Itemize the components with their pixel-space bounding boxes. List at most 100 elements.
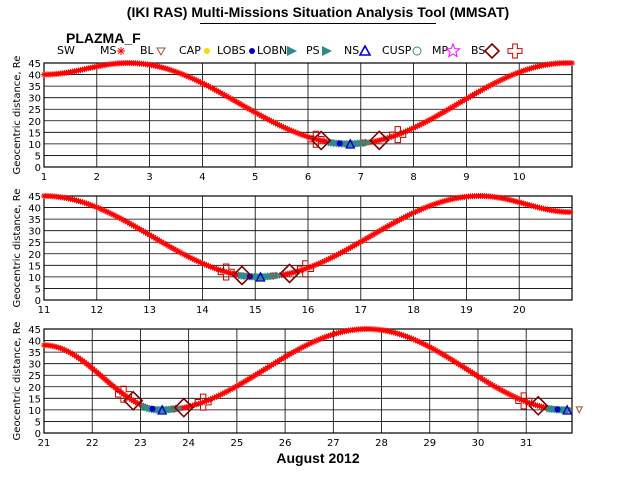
bow-shock-marker — [279, 263, 300, 284]
x-tick-label: 1 — [41, 172, 47, 183]
trajectory-point — [317, 259, 324, 266]
trajectory-point — [453, 359, 460, 366]
legend-label-ps: PS — [306, 44, 320, 57]
legend-label-lobn: LOBN — [257, 44, 287, 57]
y-tick-label: 30 — [28, 94, 41, 105]
legend-ms-icon — [117, 47, 125, 55]
mission-name: PLAZMA_F — [66, 30, 141, 46]
x-tick-label: 4 — [199, 172, 205, 183]
legend-label-sw: SW — [57, 44, 75, 57]
y-axis-label: Geocentric distance, Re — [12, 189, 23, 308]
x-tick-label: 5 — [252, 172, 258, 183]
x-tick-label: 14 — [196, 305, 209, 316]
x-tick-label: 25 — [231, 438, 244, 449]
legend-cap-icon — [204, 48, 210, 54]
y-tick-label: 30 — [28, 360, 41, 371]
x-tick-label: 27 — [327, 438, 340, 449]
x-tick-label: 21 — [38, 438, 51, 449]
trajectory-point — [485, 83, 492, 90]
legend-label-ms: MS — [100, 44, 116, 57]
ns-point — [562, 404, 573, 415]
y-tick-label: 15 — [28, 261, 41, 272]
bl-point — [575, 406, 584, 415]
trajectory-point — [209, 264, 216, 271]
trajectory-point — [418, 206, 425, 213]
legend-ps-icon — [322, 46, 332, 56]
x-tick-label: 7 — [358, 172, 364, 183]
x-tick-label: 11 — [38, 305, 51, 316]
legend-label-ns: NS — [344, 44, 359, 57]
trajectory-series — [41, 193, 573, 280]
trajectory-point — [81, 199, 88, 206]
x-tick-label: 13 — [143, 305, 156, 316]
x-tick-label: 17 — [354, 305, 367, 316]
legend-bs-icon — [483, 42, 501, 60]
y-tick-label: 45 — [28, 325, 41, 336]
legend: SW MS BL CAP LOBS LOBN PS NS CUSP MP BS — [57, 42, 523, 60]
title-underline — [200, 23, 436, 24]
x-tick-label: 28 — [375, 438, 388, 449]
y-tick-label: 45 — [28, 192, 41, 203]
y-tick-label: 10 — [28, 140, 41, 151]
cross-marker — [194, 393, 212, 411]
y-tick-label: 20 — [28, 250, 41, 261]
x-tick-label: 10 — [513, 172, 526, 183]
bl-point — [269, 272, 278, 281]
cross-marker — [389, 126, 407, 144]
bow-shock-marker — [369, 130, 390, 151]
y-tick-label: 0 — [35, 429, 41, 440]
chart-title: (IKI RAS) Multi-Missions Situation Analy… — [126, 4, 510, 20]
y-tick-label: 20 — [28, 117, 41, 128]
x-tick-label: 30 — [472, 438, 485, 449]
panel-frame — [43, 195, 573, 301]
y-tick-label: 15 — [28, 394, 41, 405]
bow-shock-marker — [173, 397, 194, 418]
legend-cross-icon — [507, 43, 523, 59]
ns-point — [157, 404, 168, 415]
y-tick-label: 25 — [28, 105, 41, 116]
perigee-region — [327, 138, 373, 149]
y-tick-label: 35 — [28, 215, 41, 226]
cross-marker — [115, 385, 133, 403]
perigee-region — [546, 404, 584, 415]
trajectory-point — [569, 60, 575, 66]
y-tick-label: 40 — [28, 71, 41, 82]
legend-label-bl: BL — [140, 44, 155, 57]
lobe-point — [554, 406, 561, 413]
trajectory-point — [69, 350, 76, 357]
legend-bl-icon — [156, 47, 166, 57]
x-tick-label: 18 — [407, 305, 420, 316]
y-tick-label: 10 — [28, 406, 41, 417]
cross-marker — [307, 130, 325, 148]
legend-label-cusp: CUSP — [382, 44, 412, 57]
y-tick-label: 0 — [35, 163, 41, 174]
lobe-point — [149, 405, 156, 412]
y-tick-label: 20 — [28, 383, 41, 394]
x-tick-label: 9 — [463, 172, 469, 183]
panel-frame — [43, 62, 573, 168]
x-tick-label: 26 — [279, 438, 292, 449]
trajectory-point — [345, 245, 352, 252]
x-tick-label: 3 — [146, 172, 152, 183]
x-tick-label: 15 — [249, 305, 262, 316]
x-tick-label: 24 — [182, 438, 195, 449]
lobe-point — [336, 140, 343, 147]
y-tick-label: 15 — [28, 128, 41, 139]
y-tick-label: 5 — [35, 151, 41, 162]
trajectory-point — [457, 99, 464, 106]
legend-lobs-icon — [249, 48, 255, 54]
y-tick-label: 30 — [28, 227, 41, 238]
legend-mp-icon — [445, 42, 461, 58]
bow-shock-marker — [311, 130, 332, 151]
legend-label-cap: CAP — [179, 44, 201, 57]
x-tick-label: 19 — [460, 305, 473, 316]
x-tick-label: 16 — [302, 305, 315, 316]
trajectory-point — [406, 334, 413, 341]
x-tick-label: 20 — [513, 305, 526, 316]
y-tick-label: 40 — [28, 204, 41, 215]
legend-label-lobs: LOBS — [217, 44, 246, 57]
ns-point — [255, 271, 266, 282]
bow-shock-marker — [123, 390, 144, 411]
trajectory-point — [566, 209, 573, 216]
